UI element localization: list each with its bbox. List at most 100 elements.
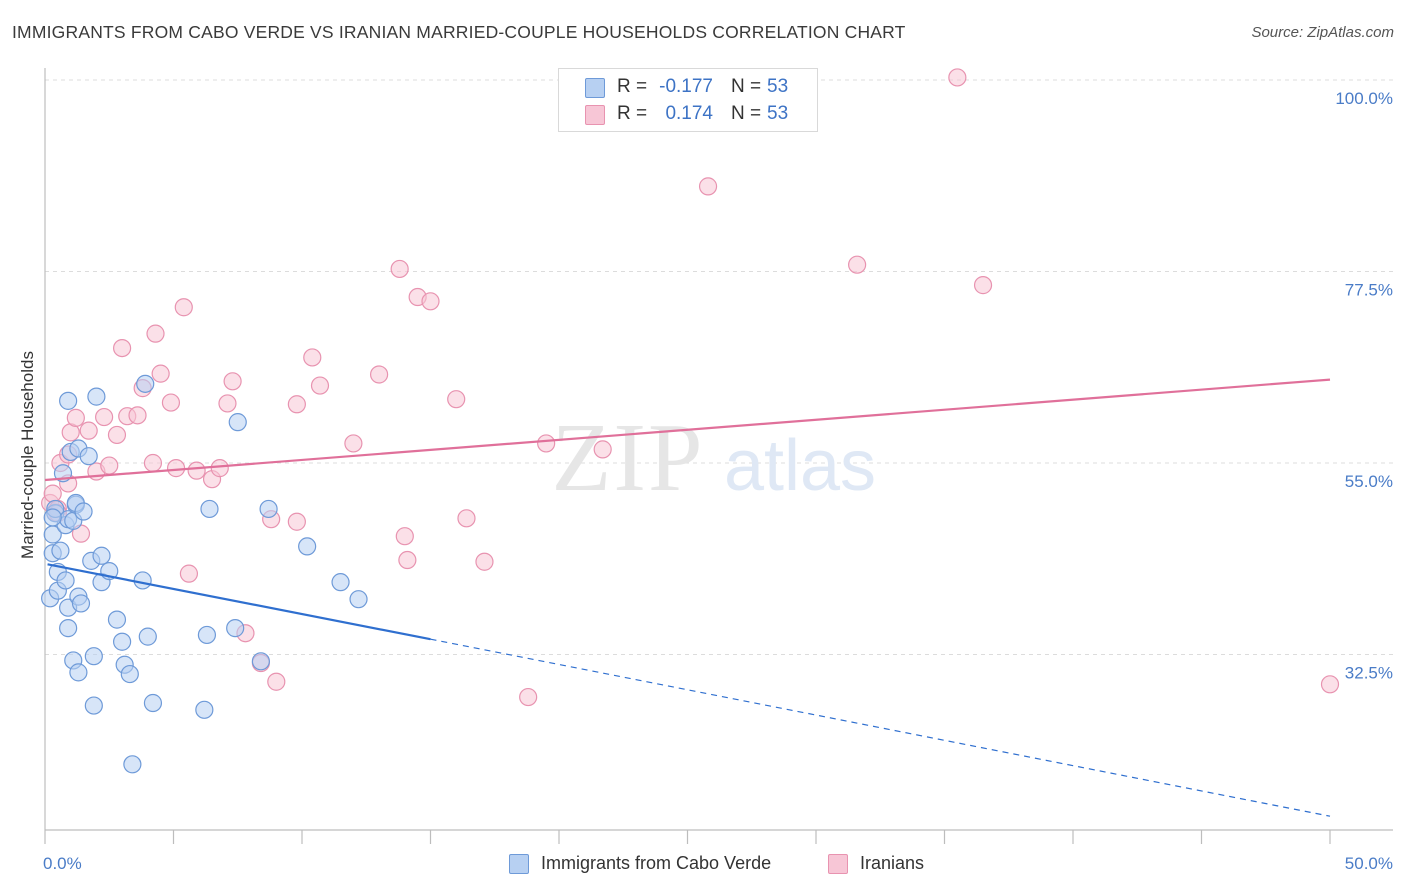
- iranians-point: [303, 348, 322, 367]
- cabo-verde-point: [120, 664, 139, 684]
- iranians-point: [187, 461, 206, 480]
- iranians-point: [95, 407, 114, 427]
- iranians-point: [112, 339, 132, 358]
- iranians-point: [421, 292, 440, 311]
- legend-swatch-blue: [585, 78, 605, 98]
- cabo-verde-trend-line: [47, 563, 431, 641]
- iranians-point: [151, 364, 170, 383]
- cabo-verde-point: [200, 499, 219, 519]
- cabo-verde-point: [92, 546, 111, 565]
- iranians-point: [310, 376, 330, 395]
- cabo-verde-point: [79, 447, 98, 466]
- legend-r-label: R =: [617, 103, 648, 124]
- y-tick-label: 32.5%: [1345, 664, 1393, 683]
- legend-r-label: R =: [617, 76, 648, 97]
- cabo-verde-point: [259, 499, 278, 519]
- cabo-verde-point: [43, 508, 62, 527]
- iranians-point: [166, 459, 186, 478]
- iranians-point: [475, 552, 494, 571]
- iranians-point: [210, 459, 229, 478]
- cabo-verde-point: [112, 632, 132, 651]
- legend-label: Immigrants from Cabo Verde: [541, 853, 772, 873]
- legend-r-value: 0.174: [665, 103, 713, 124]
- cabo-verde-point: [51, 541, 70, 560]
- iranians-point: [146, 324, 165, 343]
- iranians-point: [128, 406, 147, 425]
- legend-row-cabo-verde: R = -0.177 N = 53: [559, 74, 817, 100]
- cabo-verde-point: [251, 652, 270, 671]
- iranians-point: [107, 425, 127, 445]
- series-cabo-verde-points: [41, 374, 368, 774]
- watermark-zip: ZIP: [552, 404, 705, 512]
- iranians-point: [161, 393, 181, 412]
- iranians-point: [973, 276, 993, 295]
- iranians-point: [519, 687, 538, 707]
- x-tick-label: 0.0%: [43, 854, 82, 873]
- trend-lines: [44, 378, 1331, 817]
- legend-r-value: -0.177: [659, 76, 713, 97]
- iranians-point: [143, 453, 163, 473]
- iranians-point: [698, 177, 718, 196]
- watermark-atlas: atlas: [724, 426, 876, 506]
- cabo-verde-point: [136, 374, 155, 393]
- iranians-point: [100, 456, 119, 475]
- axes: [44, 68, 1393, 844]
- iranians-point: [267, 672, 286, 691]
- cabo-verde-point: [56, 571, 75, 590]
- legend-n-label: N =: [731, 103, 762, 124]
- iranians-point: [66, 408, 85, 427]
- iranians-point: [344, 434, 363, 453]
- iranians-point: [390, 259, 409, 279]
- y-tick-label: 77.5%: [1345, 281, 1393, 300]
- cabo-verde-point: [331, 573, 350, 592]
- cabo-verde-point: [197, 625, 217, 645]
- y-tick-labels: 100.0% 77.5% 55.0% 32.5%: [1335, 89, 1393, 683]
- cabo-verde-point: [133, 571, 152, 590]
- cabo-verde-trend-extension: [430, 638, 1331, 817]
- legend-row-iranians: R = 0.174 N = 53: [559, 101, 817, 127]
- iranians-point: [948, 68, 967, 87]
- legend-swatch-pink: [585, 105, 605, 125]
- cabo-verde-point: [84, 696, 103, 715]
- iranians-point: [79, 421, 98, 440]
- iranians-point: [43, 484, 62, 503]
- watermark: ZIP atlas: [552, 404, 877, 512]
- iranians-point: [457, 509, 476, 528]
- cabo-verde-point: [226, 619, 245, 638]
- cabo-verde-point: [84, 647, 103, 666]
- legend-swatch-pink: [828, 854, 848, 874]
- cabo-verde-point: [138, 627, 157, 646]
- cabo-verde-point: [71, 594, 91, 613]
- iranians-point: [395, 527, 414, 546]
- x-tick-label: 50.0%: [1345, 854, 1393, 873]
- iranians-point: [848, 255, 867, 274]
- x-tick-labels: 0.0% 50.0%: [43, 854, 1393, 873]
- cabo-verde-point: [298, 537, 317, 556]
- cabo-verde-point: [87, 387, 106, 406]
- source-credit: Source: ZipAtlas.com: [1251, 24, 1394, 41]
- cabo-verde-point: [143, 693, 163, 713]
- legend-n-value: 53: [767, 76, 789, 97]
- cabo-verde-point: [349, 590, 368, 609]
- cabo-verde-point: [69, 663, 88, 682]
- iranians-point: [218, 394, 237, 413]
- series-iranians-points: [41, 68, 1340, 707]
- cabo-verde-point: [195, 700, 214, 719]
- iranians-point: [1320, 675, 1340, 694]
- gridlines: [45, 79, 1393, 655]
- iranians-point: [398, 550, 417, 570]
- iranians-point: [179, 564, 199, 583]
- cabo-verde-point: [107, 610, 127, 629]
- iranians-trend-line: [44, 378, 1331, 482]
- legend-n-value: 53: [767, 103, 789, 124]
- cabo-verde-point: [123, 755, 142, 774]
- iranians-point: [223, 372, 242, 391]
- cabo-verde-point: [228, 413, 247, 432]
- iranians-point: [287, 512, 306, 531]
- legend-n-label: N =: [731, 76, 762, 97]
- correlation-legend: R = -0.177 N = 53 R = 0.174 N = 53: [558, 68, 818, 132]
- iranians-point: [287, 395, 306, 414]
- iranians-point: [593, 440, 612, 459]
- y-tick-label: 100.0%: [1335, 89, 1393, 108]
